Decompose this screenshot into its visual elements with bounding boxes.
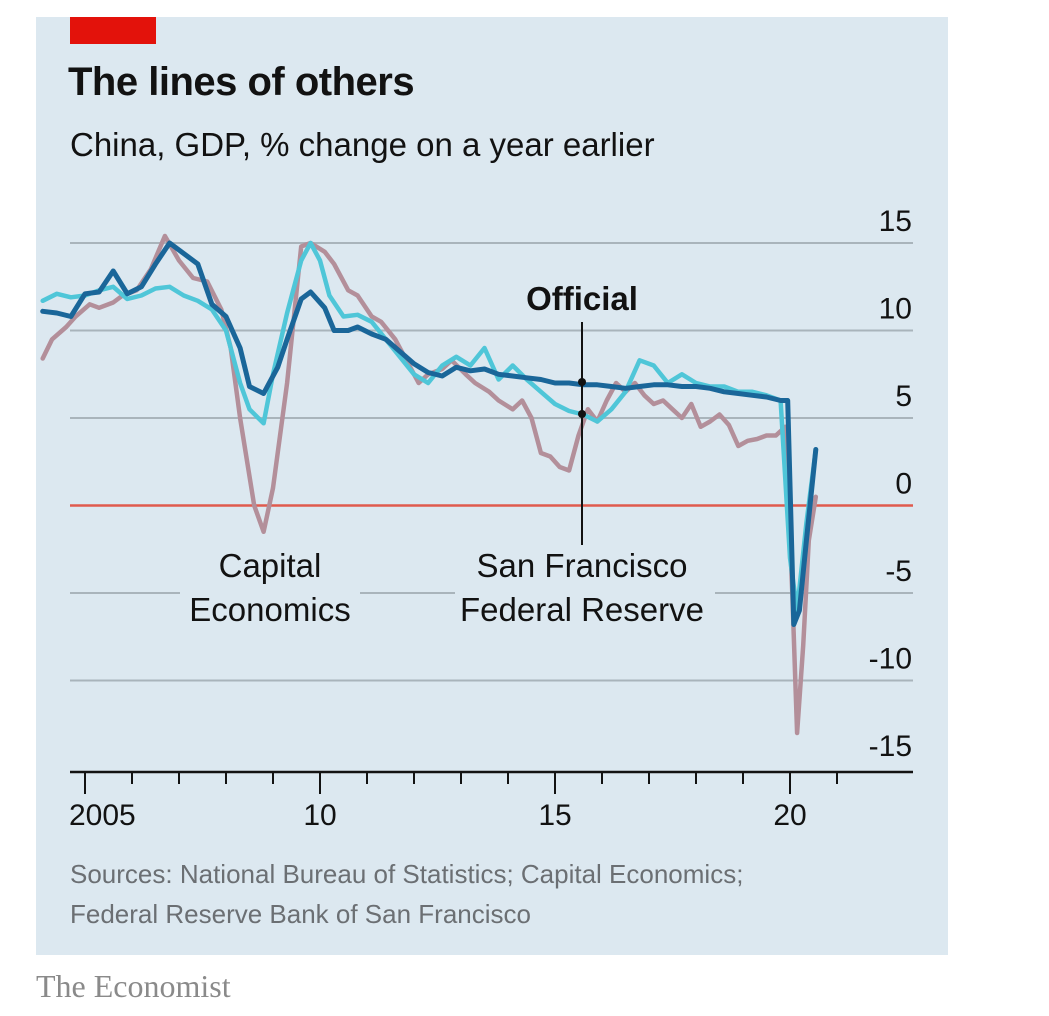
sf-pointer-dot xyxy=(578,410,586,418)
capital-economics-label-2: Economics xyxy=(189,591,350,628)
y-tick-label: 15 xyxy=(879,205,912,238)
official-pointer-dot xyxy=(578,378,586,386)
sources-note: Sources: National Bureau of Statistics; … xyxy=(70,854,743,934)
annotations: Official Capital Economics San Francisco Fed… xyxy=(180,280,715,630)
x-tick-label: 2005 xyxy=(69,799,136,832)
sf-fed-label-1: San Francisco xyxy=(477,547,688,584)
chart-title: The lines of others xyxy=(68,60,415,104)
series-line-san-francisco-federal-reserve xyxy=(40,240,819,613)
series-line-capital-economics xyxy=(40,233,819,736)
data-series xyxy=(40,233,819,736)
sources-line-2: Federal Reserve Bank of San Francisco xyxy=(70,899,531,929)
y-tick-label: 0 xyxy=(895,468,912,501)
sources-line-1: Sources: National Bureau of Statistics; … xyxy=(70,859,744,889)
y-tick-label: -10 xyxy=(869,643,912,676)
y-tick-label: -5 xyxy=(885,555,912,588)
y-tick-label: 5 xyxy=(895,380,912,413)
sf-fed-label-2: Federal Reserve xyxy=(460,591,704,628)
x-axis: 2005 10 15 20 xyxy=(69,770,913,832)
publisher-logo: The Economist xyxy=(36,968,231,1004)
y-tick-labels: 15 10 5 0 -5 -10 -15 xyxy=(869,205,912,763)
chart-subtitle: China, GDP, % change on a year earlier xyxy=(70,126,655,163)
y-tick-label: -15 xyxy=(869,730,912,763)
brand-red-tab xyxy=(70,17,156,44)
official-label: Official xyxy=(526,280,638,317)
x-tick-label: 20 xyxy=(773,799,806,832)
y-tick-label: 10 xyxy=(879,293,912,326)
chart-panel xyxy=(36,17,948,955)
capital-label-mask xyxy=(180,545,360,630)
sf-label-mask xyxy=(455,545,715,630)
series-line-official xyxy=(40,240,819,627)
x-tick-label: 10 xyxy=(303,799,336,832)
x-tick-label: 15 xyxy=(538,799,571,832)
capital-economics-label-1: Capital xyxy=(219,547,322,584)
